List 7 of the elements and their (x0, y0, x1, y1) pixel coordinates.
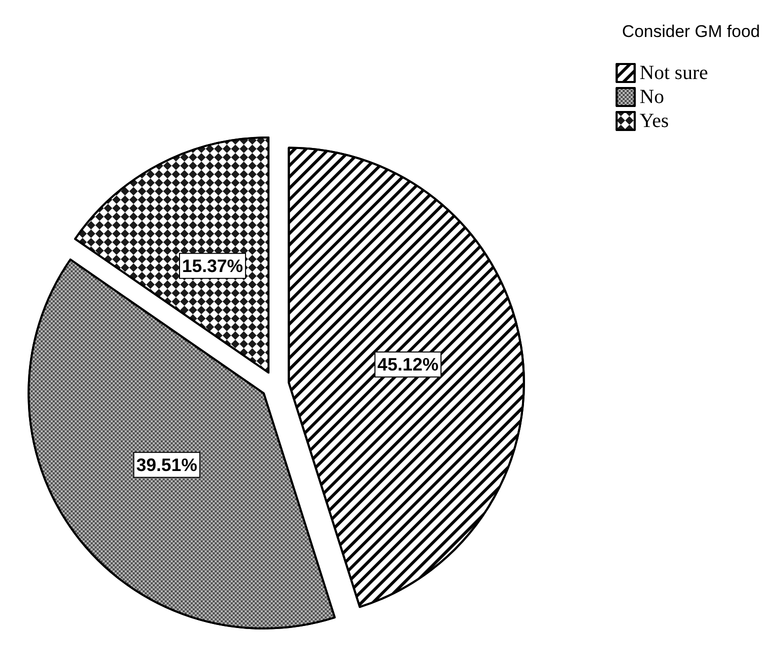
legend-title: Consider GM food (622, 22, 760, 41)
data-label: 15.37% (182, 256, 244, 276)
legend-label: Yes (640, 110, 669, 132)
legend-label: Not sure (640, 62, 708, 84)
legend-label: No (640, 86, 664, 108)
data-label: 39.51% (136, 454, 198, 475)
data-label: 45.12% (377, 354, 438, 374)
